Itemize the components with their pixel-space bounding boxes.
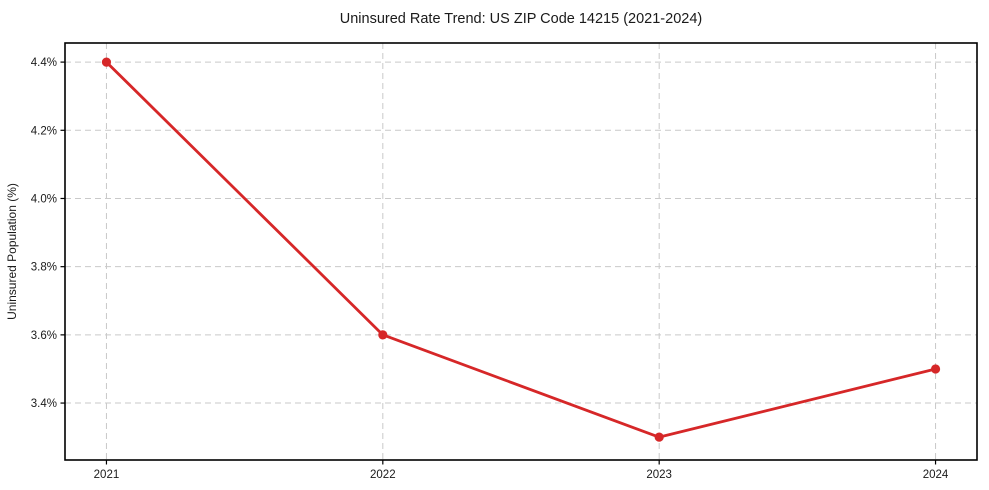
data-point-marker	[378, 330, 388, 340]
plot-border	[64, 42, 978, 461]
y-tick-label: 3.4%	[31, 398, 57, 410]
y-tick-label: 3.8%	[31, 262, 57, 274]
x-tick-label: 2021	[94, 469, 120, 481]
trend-line	[105, 60, 937, 439]
y-tick-label: 4.0%	[31, 193, 57, 205]
x-tick-label: 2022	[370, 469, 396, 481]
x-tick-label: 2023	[646, 469, 672, 481]
chart-title: Uninsured Rate Trend: US ZIP Code 14215 …	[340, 11, 702, 27]
y-tick-label: 4.4%	[31, 57, 57, 69]
data-point-marker	[101, 57, 112, 67]
y-axis-label: Uninsured Population (%)	[5, 183, 19, 320]
axes-ticks: 3.4% 3.6% 3.8% 4.0% 4.2% 4.4% 2021 2022 2023 2024	[31, 57, 949, 481]
y-tick-label: 4.2%	[31, 125, 57, 137]
plot-area	[64, 42, 978, 461]
x-tick-label: 2024	[923, 469, 949, 481]
data-point-marker	[654, 432, 664, 442]
y-tick-label: 3.6%	[31, 330, 57, 342]
data-point-marker	[930, 364, 941, 374]
